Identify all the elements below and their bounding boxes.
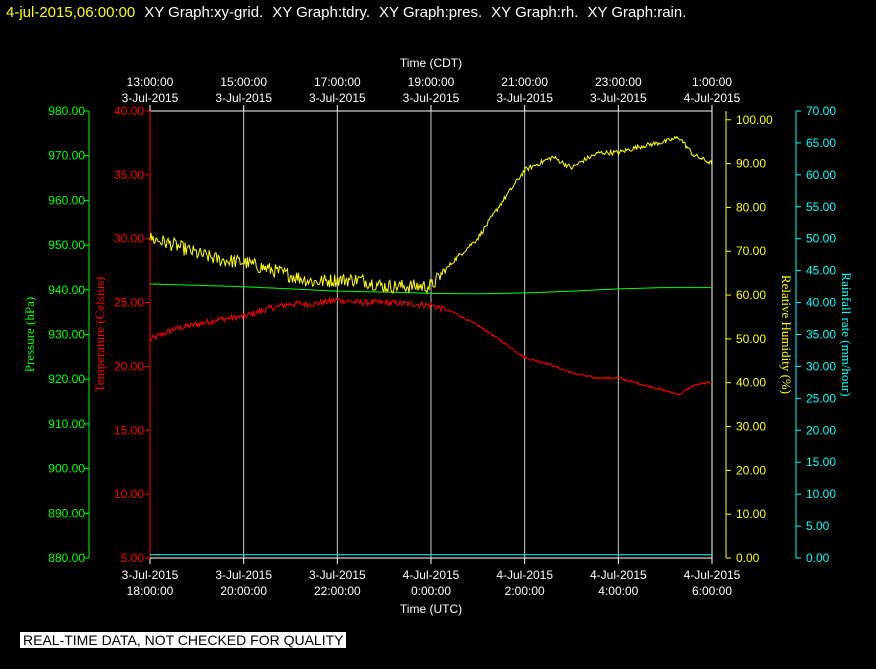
rain-axis-label: Rainfall rate (mm/hour) (839, 272, 854, 396)
temperature-series-line (149, 296, 713, 396)
rain-tick-label: 30.00 (806, 359, 836, 373)
header-label-rh: XY Graph:rh. (491, 4, 579, 21)
pressure-tick-label: 940.00 (48, 283, 85, 297)
pressure-tick-label: 930.00 (48, 328, 85, 342)
temperature-tick-label: 25.00 (114, 296, 144, 310)
rain-tick-label: 0.00 (806, 551, 830, 565)
bottom-tick-time: 18:00:00 (127, 584, 174, 598)
top-tick-date: 3-Jul-2015 (215, 91, 272, 105)
bottom-tick-time: 6:00:00 (692, 584, 732, 598)
rain-tick-label: 50.00 (806, 232, 836, 246)
bottom-tick-time: 2:00:00 (505, 584, 545, 598)
top-tick-time: 23:00:00 (595, 75, 642, 89)
rain-tick-label: 60.00 (806, 168, 836, 182)
pressure-tick-label: 980.00 (48, 104, 85, 118)
top-tick-date: 3-Jul-2015 (122, 91, 179, 105)
humidity-tick-label: 40.00 (736, 376, 766, 390)
pressure-tick-label: 960.00 (48, 193, 85, 207)
pressure-series-line (149, 283, 712, 295)
pressure-tick-label: 920.00 (48, 372, 85, 386)
rain-tick-label: 45.00 (806, 264, 836, 278)
bottom-tick-date: 3-Jul-2015 (122, 568, 179, 582)
bottom-tick-time: 22:00:00 (314, 584, 361, 598)
bottom-tick-time: 20:00:00 (220, 584, 267, 598)
bottom-tick-time: 0:00:00 (411, 584, 451, 598)
top-tick-time: 15:00:00 (220, 75, 267, 89)
humidity-tick-label: 70.00 (736, 244, 766, 258)
top-tick-time: 19:00:00 (408, 75, 455, 89)
temperature-tick-label: 30.00 (114, 232, 144, 246)
temperature-tick-label: 5.00 (121, 551, 145, 565)
humidity-tick-label: 100.00 (736, 113, 773, 127)
rain-tick-label: 55.00 (806, 200, 836, 214)
bottom-tick-date: 4-Jul-2015 (684, 568, 741, 582)
top-tick-time: 13:00:00 (127, 75, 174, 89)
humidity-tick-label: 80.00 (736, 200, 766, 214)
humidity-tick-label: 90.00 (736, 157, 766, 171)
pressure-tick-label: 890.00 (48, 506, 85, 520)
temperature-axis-label: Temperature (Celsius) (92, 277, 107, 393)
temperature-tick-label: 35.00 (114, 168, 144, 182)
humidity-tick-label: 0.00 (736, 551, 760, 565)
temperature-tick-label: 40.00 (114, 104, 144, 118)
header-label-xy-grid: XY Graph:xy-grid. (144, 4, 264, 21)
pressure-tick-label: 970.00 (48, 149, 85, 163)
bottom-tick-date: 4-Jul-2015 (496, 568, 553, 582)
top-tick-time: 21:00:00 (501, 75, 548, 89)
rain-tick-label: 5.00 (806, 519, 830, 533)
pressure-tick-label: 950.00 (48, 238, 85, 252)
rain-tick-label: 20.00 (806, 423, 836, 437)
top-tick-time: 1:00:00 (692, 75, 732, 89)
chart-header: 4-jul-2015,06:00:00 XY Graph:xy-grid. XY G… (6, 4, 686, 21)
rain-tick-label: 10.00 (806, 487, 836, 501)
rain-tick-label: 25.00 (806, 391, 836, 405)
humidity-tick-label: 10.00 (736, 507, 766, 521)
top-tick-date: 4-Jul-2015 (684, 91, 741, 105)
rain-tick-label: 35.00 (806, 328, 836, 342)
humidity-tick-label: 30.00 (736, 420, 766, 434)
temperature-tick-label: 10.00 (114, 487, 144, 501)
humidity-tick-label: 60.00 (736, 288, 766, 302)
top-tick-time: 17:00:00 (314, 75, 361, 89)
humidity-tick-label: 20.00 (736, 463, 766, 477)
temperature-tick-label: 15.00 (114, 423, 144, 437)
top-tick-date: 3-Jul-2015 (309, 91, 366, 105)
top-tick-date: 3-Jul-2015 (590, 91, 647, 105)
header-timestamp: 4-jul-2015,06:00:00 (6, 4, 136, 21)
bottom-tick-date: 4-Jul-2015 (403, 568, 460, 582)
humidity-tick-label: 50.00 (736, 332, 766, 346)
rain-tick-label: 15.00 (806, 455, 836, 469)
bottom-tick-date: 3-Jul-2015 (309, 568, 366, 582)
humidity-series-line (149, 135, 713, 295)
header-label-pres: XY Graph:pres. (379, 4, 483, 21)
header-label-rain: XY Graph:rain. (587, 4, 687, 21)
pressure-tick-label: 880.00 (48, 551, 85, 565)
rain-tick-label: 65.00 (806, 136, 836, 150)
bottom-tick-date: 3-Jul-2015 (215, 568, 272, 582)
pressure-axis-label: Pressure (hPa) (22, 297, 37, 372)
pressure-tick-label: 910.00 (48, 417, 85, 431)
rain-tick-label: 40.00 (806, 296, 836, 310)
humidity-axis-label: Relative Humidity (%) (779, 275, 794, 394)
top-tick-date: 3-Jul-2015 (403, 91, 460, 105)
pressure-tick-label: 900.00 (48, 462, 85, 476)
bottom-axis-title: Time (UTC) (400, 602, 462, 616)
temperature-tick-label: 20.00 (114, 359, 144, 373)
top-axis-title: Time (CDT) (400, 56, 462, 70)
bottom-tick-time: 4:00:00 (598, 584, 638, 598)
header-label-tdry: XY Graph:tdry. (272, 4, 371, 21)
rain-tick-label: 70.00 (806, 104, 836, 118)
bottom-tick-date: 4-Jul-2015 (590, 568, 647, 582)
quality-note: REAL-TIME DATA, NOT CHECKED FOR QUALITY (20, 632, 347, 648)
top-tick-date: 3-Jul-2015 (496, 91, 553, 105)
